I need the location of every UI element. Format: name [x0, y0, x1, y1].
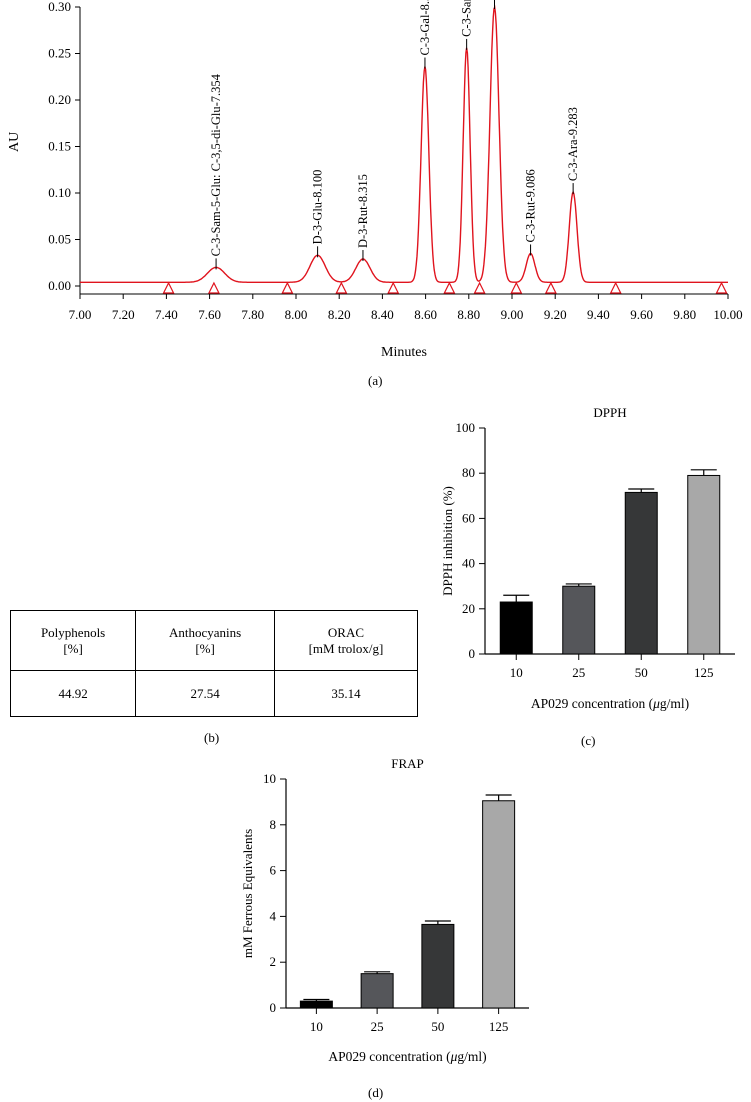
x-tick-label: 25: [371, 1019, 384, 1034]
x-tick-label: 10: [510, 665, 523, 680]
x-tick-label: 125: [489, 1019, 509, 1034]
peak-label: C-3-Rut-9.086: [524, 169, 538, 242]
integration-marker: [609, 281, 622, 294]
y-tick-label: 10: [263, 771, 276, 786]
chromatogram-trace: [80, 4, 728, 283]
x-tick-label: 9.20: [544, 307, 567, 322]
peak-label: C-3-Sam-5-Glu: C-3,5-di-Glu-7.354: [209, 73, 223, 256]
integration-marker: [510, 281, 523, 294]
antioxidant-table: Polyphenols [%] Anthocyanins [%] ORAC [mM t…: [9, 610, 419, 717]
y-tick-label: 80: [462, 465, 475, 480]
y-tick-label: 0: [270, 1000, 277, 1015]
value-cell-anthocyanins: 27.54: [135, 670, 275, 717]
y-tick-label: 8: [270, 817, 277, 832]
x-axis-title-prefix: AP029 concentration (: [328, 1049, 451, 1064]
x-tick-label: 9.40: [587, 307, 610, 322]
x-tick-label: 7.00: [69, 307, 92, 322]
bar-25: [360, 973, 394, 1009]
bar-25: [562, 585, 596, 655]
x-tick-label: 8.20: [328, 307, 351, 322]
x-tick-label: 7.60: [198, 307, 221, 322]
x-tick-label: 7.80: [241, 307, 264, 322]
integration-marker: [281, 281, 294, 294]
chromatogram-chart: 0.00 0.05 0.10 0.15 0.20 0.25 0.30 7.00 7.20 7.40…: [7, 0, 743, 360]
panel-label-b: (b): [204, 730, 220, 745]
x-tick-label: 25: [572, 665, 585, 680]
x-axis-title-suffix: g/ml): [457, 1049, 486, 1064]
y-tick-label: 40: [462, 556, 475, 571]
y-axis-title: DPPH inhibition (%): [440, 486, 455, 596]
bar-125: [482, 800, 516, 1009]
bar-50: [421, 923, 455, 1009]
panel-label-d: (d): [368, 1085, 384, 1100]
integration-marker: [443, 281, 456, 294]
integration-marker: [162, 281, 175, 294]
chart-title: DPPH: [593, 405, 626, 420]
y-tick-label: 0.30: [48, 0, 71, 14]
value-cell-orac: 35.14: [273, 670, 419, 717]
y-axis-title: AU: [7, 132, 22, 152]
x-axis-title: AP029 concentration (μg/ml): [328, 1049, 486, 1064]
x-axis-title: AP029 concentration (μg/ml): [531, 696, 689, 711]
panel-label-a: (a): [368, 373, 383, 388]
peak-label: D-3-Rut-8.315: [356, 174, 370, 248]
x-axis-title-suffix: g/ml): [660, 696, 689, 711]
peak-label: C-3-Gal-8.597: [418, 0, 432, 56]
panel-label-c: (c): [581, 733, 596, 748]
bar-125: [687, 474, 721, 655]
x-tick-label: 8.40: [371, 307, 394, 322]
y-tick-label: 6: [270, 863, 277, 878]
x-tick-label: 50: [635, 665, 648, 680]
y-tick-label: 0.15: [48, 139, 71, 154]
x-axis-title-mu: μ: [450, 1049, 458, 1064]
y-tick-label: 0.00: [48, 278, 71, 293]
x-tick-label: 9.80: [673, 307, 696, 322]
bar-10: [299, 1000, 333, 1009]
dpph-bar-chart: 0 20 40 60 80 100 10 25 50 125 DPPH DPPH inhibition…: [440, 405, 735, 711]
integration-marker: [473, 281, 486, 294]
y-tick-label: 0.20: [48, 92, 71, 107]
x-tick-label: 7.40: [155, 307, 178, 322]
integration-marker: [335, 281, 348, 294]
x-axis-title-mu: μ: [652, 696, 660, 711]
header-cell-orac: ORAC [mM trolox/g]: [273, 610, 419, 671]
x-axis-title-prefix: AP029 concentration (: [531, 696, 654, 711]
y-tick-label: 100: [456, 420, 476, 435]
y-tick-label: 4: [270, 908, 277, 923]
x-tick-label: 10: [310, 1019, 323, 1034]
peak-label: C-3-Ara-9.283: [566, 107, 580, 181]
table-value-row: 44.92 27.54 35.14: [9, 670, 419, 717]
header-cell-polyphenols: Polyphenols [%]: [9, 610, 137, 671]
x-tick-label: 8.60: [414, 307, 437, 322]
x-tick-label: 7.20: [112, 307, 135, 322]
y-tick-label: 0: [469, 646, 476, 661]
chart-title: FRAP: [391, 756, 424, 771]
x-tick-label: 8.80: [457, 307, 480, 322]
x-tick-label: 8.00: [285, 307, 308, 322]
value-cell-polyphenols: 44.92: [9, 670, 137, 717]
x-tick-label: 10.00: [713, 307, 742, 322]
peak-label: D-3-Glu-8.100: [311, 170, 325, 245]
y-tick-label: 0.25: [48, 46, 71, 61]
integration-marker: [544, 281, 557, 294]
y-tick-label: 20: [462, 601, 475, 616]
y-tick-label: 60: [462, 510, 475, 525]
y-tick-label: 0.05: [48, 232, 71, 247]
peak-label: C-3-Sam-0.700: [460, 0, 474, 37]
integration-marker: [207, 281, 220, 294]
y-axis-title: mM Ferrous Equivalents: [240, 829, 255, 958]
integration-marker: [387, 281, 400, 294]
x-axis-title: Minutes: [381, 345, 427, 360]
y-tick-label: 0.10: [48, 185, 71, 200]
bar-50: [624, 491, 658, 655]
bar-10: [499, 601, 533, 655]
x-tick-label: 9.00: [501, 307, 524, 322]
x-tick-label: 50: [431, 1019, 444, 1034]
y-tick-label: 2: [270, 954, 277, 969]
integration-marker: [715, 281, 728, 294]
x-tick-label: 125: [694, 665, 714, 680]
x-tick-label: 9.60: [630, 307, 653, 322]
